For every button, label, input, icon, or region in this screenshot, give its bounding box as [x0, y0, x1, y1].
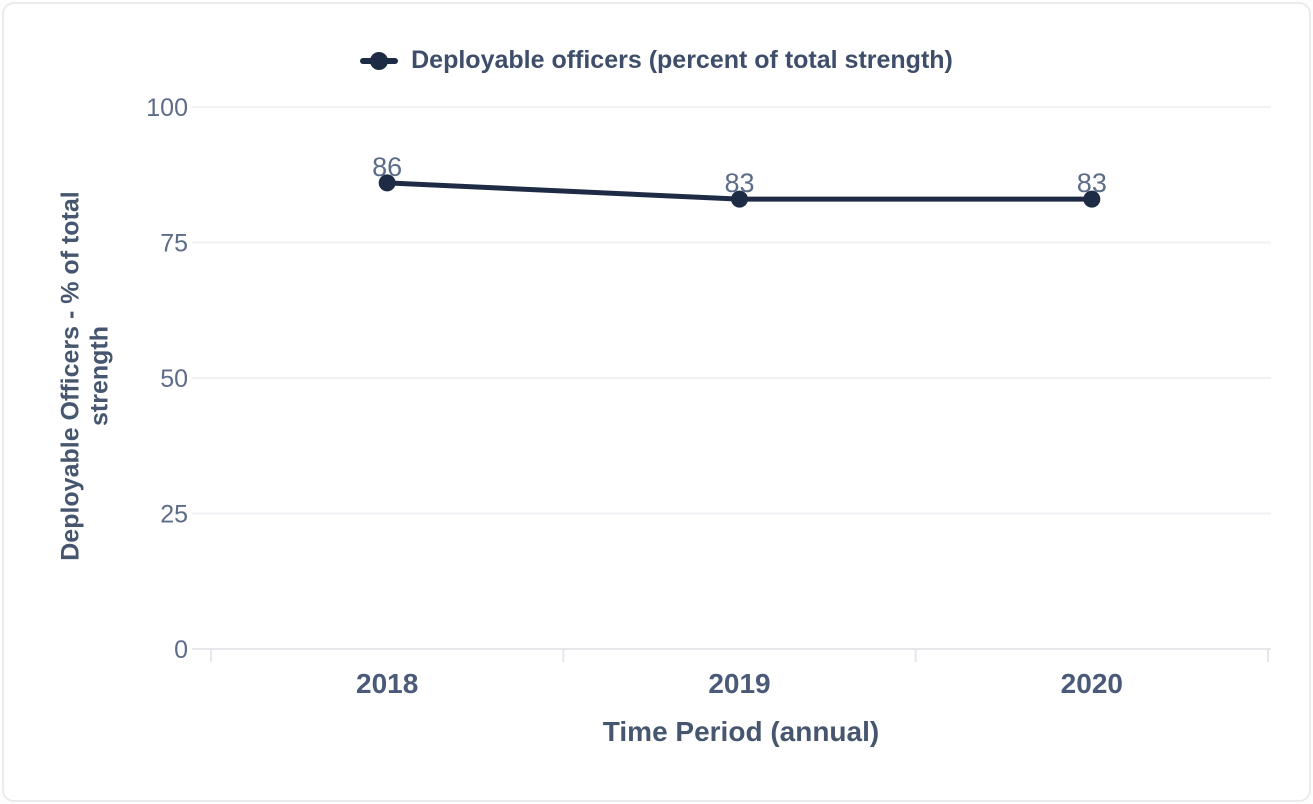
legend-label: Deployable officers (percent of total st…	[411, 46, 953, 74]
line-chart-plot: 0 25 50 75 100 2018 2019 2020 86 83 83	[146, 94, 1271, 699]
legend-series-marker-icon	[360, 51, 399, 70]
y-tick-label: 25	[160, 501, 188, 529]
x-tick-label: 2019	[708, 668, 770, 699]
y-tick-label: 0	[174, 636, 188, 664]
y-tick-label: 100	[146, 94, 188, 122]
data-point-label: 83	[724, 168, 754, 198]
data-point	[1083, 190, 1101, 208]
legend: Deployable officers (percent of total st…	[4, 46, 1309, 75]
data-point	[378, 174, 396, 192]
y-tick-label: 75	[160, 230, 188, 258]
x-axis-title: Time Period (annual)	[602, 716, 880, 747]
x-tick-label: 2018	[356, 668, 418, 699]
x-tick-label: 2020	[1061, 668, 1123, 699]
y-tick-label: 50	[160, 365, 188, 393]
data-point-label: 86	[372, 152, 402, 182]
data-point-label: 83	[1077, 168, 1107, 198]
data-point	[731, 190, 748, 208]
legend-dot-icon	[370, 51, 389, 70]
